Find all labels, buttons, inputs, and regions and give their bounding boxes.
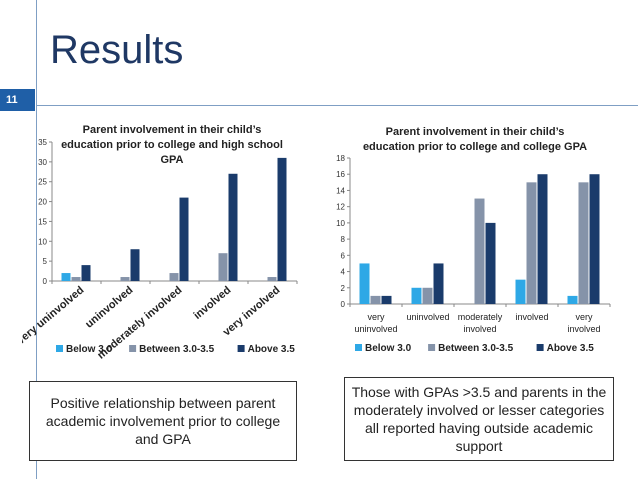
- legend-label: Between 3.0-3.5: [438, 343, 513, 354]
- accent-horizontal-line: [36, 105, 638, 106]
- chart-high-school-gpa: Parent involvement in their child’s educa…: [15, 118, 300, 373]
- y-tick-label: 6: [341, 251, 346, 260]
- x-tick-label: involved: [192, 284, 234, 322]
- callout-right-text: Those with GPAs >3.5 and parents in the …: [351, 384, 607, 454]
- slide-number: 11: [0, 89, 35, 111]
- bar-above-3-5-very-involved: [589, 174, 600, 304]
- x-tick-label: moderately: [458, 312, 503, 322]
- x-tick-label: uninvolved: [354, 324, 397, 334]
- y-tick-label: 20: [38, 198, 47, 207]
- y-tick-label: 0: [43, 277, 48, 286]
- bar-above-3-5-involved: [537, 174, 548, 304]
- legend-swatch: [237, 345, 245, 352]
- legend-label: Between 3.0-3.5: [139, 344, 214, 355]
- bar-below-3-0-very-uninvolved: [359, 263, 370, 304]
- legend-swatch: [355, 344, 362, 351]
- legend-label: Below 3.0: [365, 343, 412, 354]
- bar-between-3-0-3-5-very-uninvolved: [370, 295, 381, 304]
- callout-right: Those with GPAs >3.5 and parents in the …: [344, 377, 614, 461]
- chart-title-line: Parent involvement in their child’s: [386, 126, 565, 138]
- x-tick-label: involved: [515, 312, 548, 322]
- bar-above-3-5-very-uninvolved: [381, 295, 392, 304]
- bar-above-3-5-uninvolved: [130, 249, 140, 281]
- bar-above-3-5-uninvolved: [433, 263, 444, 304]
- chart-title-line: education prior to college and high scho…: [61, 139, 283, 151]
- legend-swatch: [129, 345, 137, 352]
- x-tick-label: involved: [463, 324, 496, 334]
- x-tick-label: very: [367, 312, 385, 322]
- legend-label: Above 3.5: [547, 343, 595, 354]
- bar-above-3-5-very-involved: [277, 157, 287, 281]
- y-tick-label: 10: [336, 219, 345, 228]
- bar-between-3-0-3-5-uninvolved: [120, 277, 130, 281]
- y-tick-label: 12: [336, 203, 345, 212]
- y-tick-label: 16: [336, 170, 345, 179]
- bar-above-3-5-very-uninvolved: [81, 265, 91, 281]
- bar-between-3-0-3-5-moderately-involved: [474, 198, 485, 304]
- y-tick-label: 8: [341, 235, 346, 244]
- bar-below-3-0-very-involved: [567, 295, 578, 304]
- bar-below-3-0-involved: [515, 279, 526, 304]
- bar-above-3-5-moderately-involved: [485, 222, 496, 304]
- x-tick-label: uninvolved: [83, 284, 135, 331]
- y-tick-label: 30: [38, 158, 47, 167]
- y-tick-label: 2: [341, 284, 346, 293]
- callout-left: Positive relationship between parent aca…: [29, 381, 297, 461]
- bar-between-3-0-3-5-uninvolved: [422, 287, 433, 304]
- legend-swatch: [56, 345, 63, 352]
- chart-title-line: GPA: [160, 154, 183, 166]
- y-tick-label: 25: [38, 178, 47, 187]
- slide-title: Results: [50, 28, 184, 72]
- bar-between-3-0-3-5-involved: [526, 182, 537, 304]
- bar-between-3-0-3-5-very-involved: [578, 182, 589, 304]
- bar-above-3-5-moderately-involved: [179, 197, 189, 281]
- chart-college-gpa: Parent involvement in their child’s educa…: [333, 118, 618, 373]
- legend-swatch: [536, 344, 544, 351]
- chart-title-line: education prior to college and college G…: [363, 141, 587, 153]
- y-tick-label: 0: [341, 300, 346, 309]
- y-tick-label: 5: [43, 257, 48, 266]
- legend-label: Below 3.0: [66, 344, 113, 355]
- bar-between-3-0-3-5-very-involved: [267, 277, 277, 281]
- x-tick-label: very uninvolved: [22, 284, 86, 347]
- legend-swatch: [428, 344, 436, 351]
- y-tick-label: 10: [38, 237, 47, 246]
- y-tick-label: 14: [336, 186, 345, 195]
- bar-below-3-0-uninvolved: [411, 287, 422, 304]
- y-tick-label: 18: [336, 154, 345, 163]
- x-tick-label: involved: [567, 324, 600, 334]
- y-tick-label: 35: [38, 138, 47, 147]
- bar-between-3-0-3-5-involved: [218, 253, 228, 281]
- x-tick-label: uninvolved: [406, 312, 449, 322]
- y-tick-label: 15: [38, 217, 47, 226]
- y-tick-label: 4: [341, 268, 346, 277]
- accent-vertical-line: [36, 0, 37, 479]
- bar-above-3-5-involved: [228, 173, 238, 281]
- chart-title-line: Parent involvement in their child’s: [83, 124, 262, 136]
- bar-between-3-0-3-5-moderately-involved: [169, 273, 179, 281]
- chart-college-gpa-svg: Parent involvement in their child’s educa…: [336, 126, 611, 354]
- callout-left-text: Positive relationship between parent aca…: [45, 395, 281, 447]
- chart-high-school-gpa-svg: Parent involvement in their child’s educa…: [15, 124, 298, 362]
- bar-between-3-0-3-5-very-uninvolved: [71, 277, 81, 281]
- legend-label: Above 3.5: [248, 344, 296, 355]
- x-tick-label: very: [575, 312, 593, 322]
- bar-below-3-0-very-uninvolved: [61, 273, 71, 281]
